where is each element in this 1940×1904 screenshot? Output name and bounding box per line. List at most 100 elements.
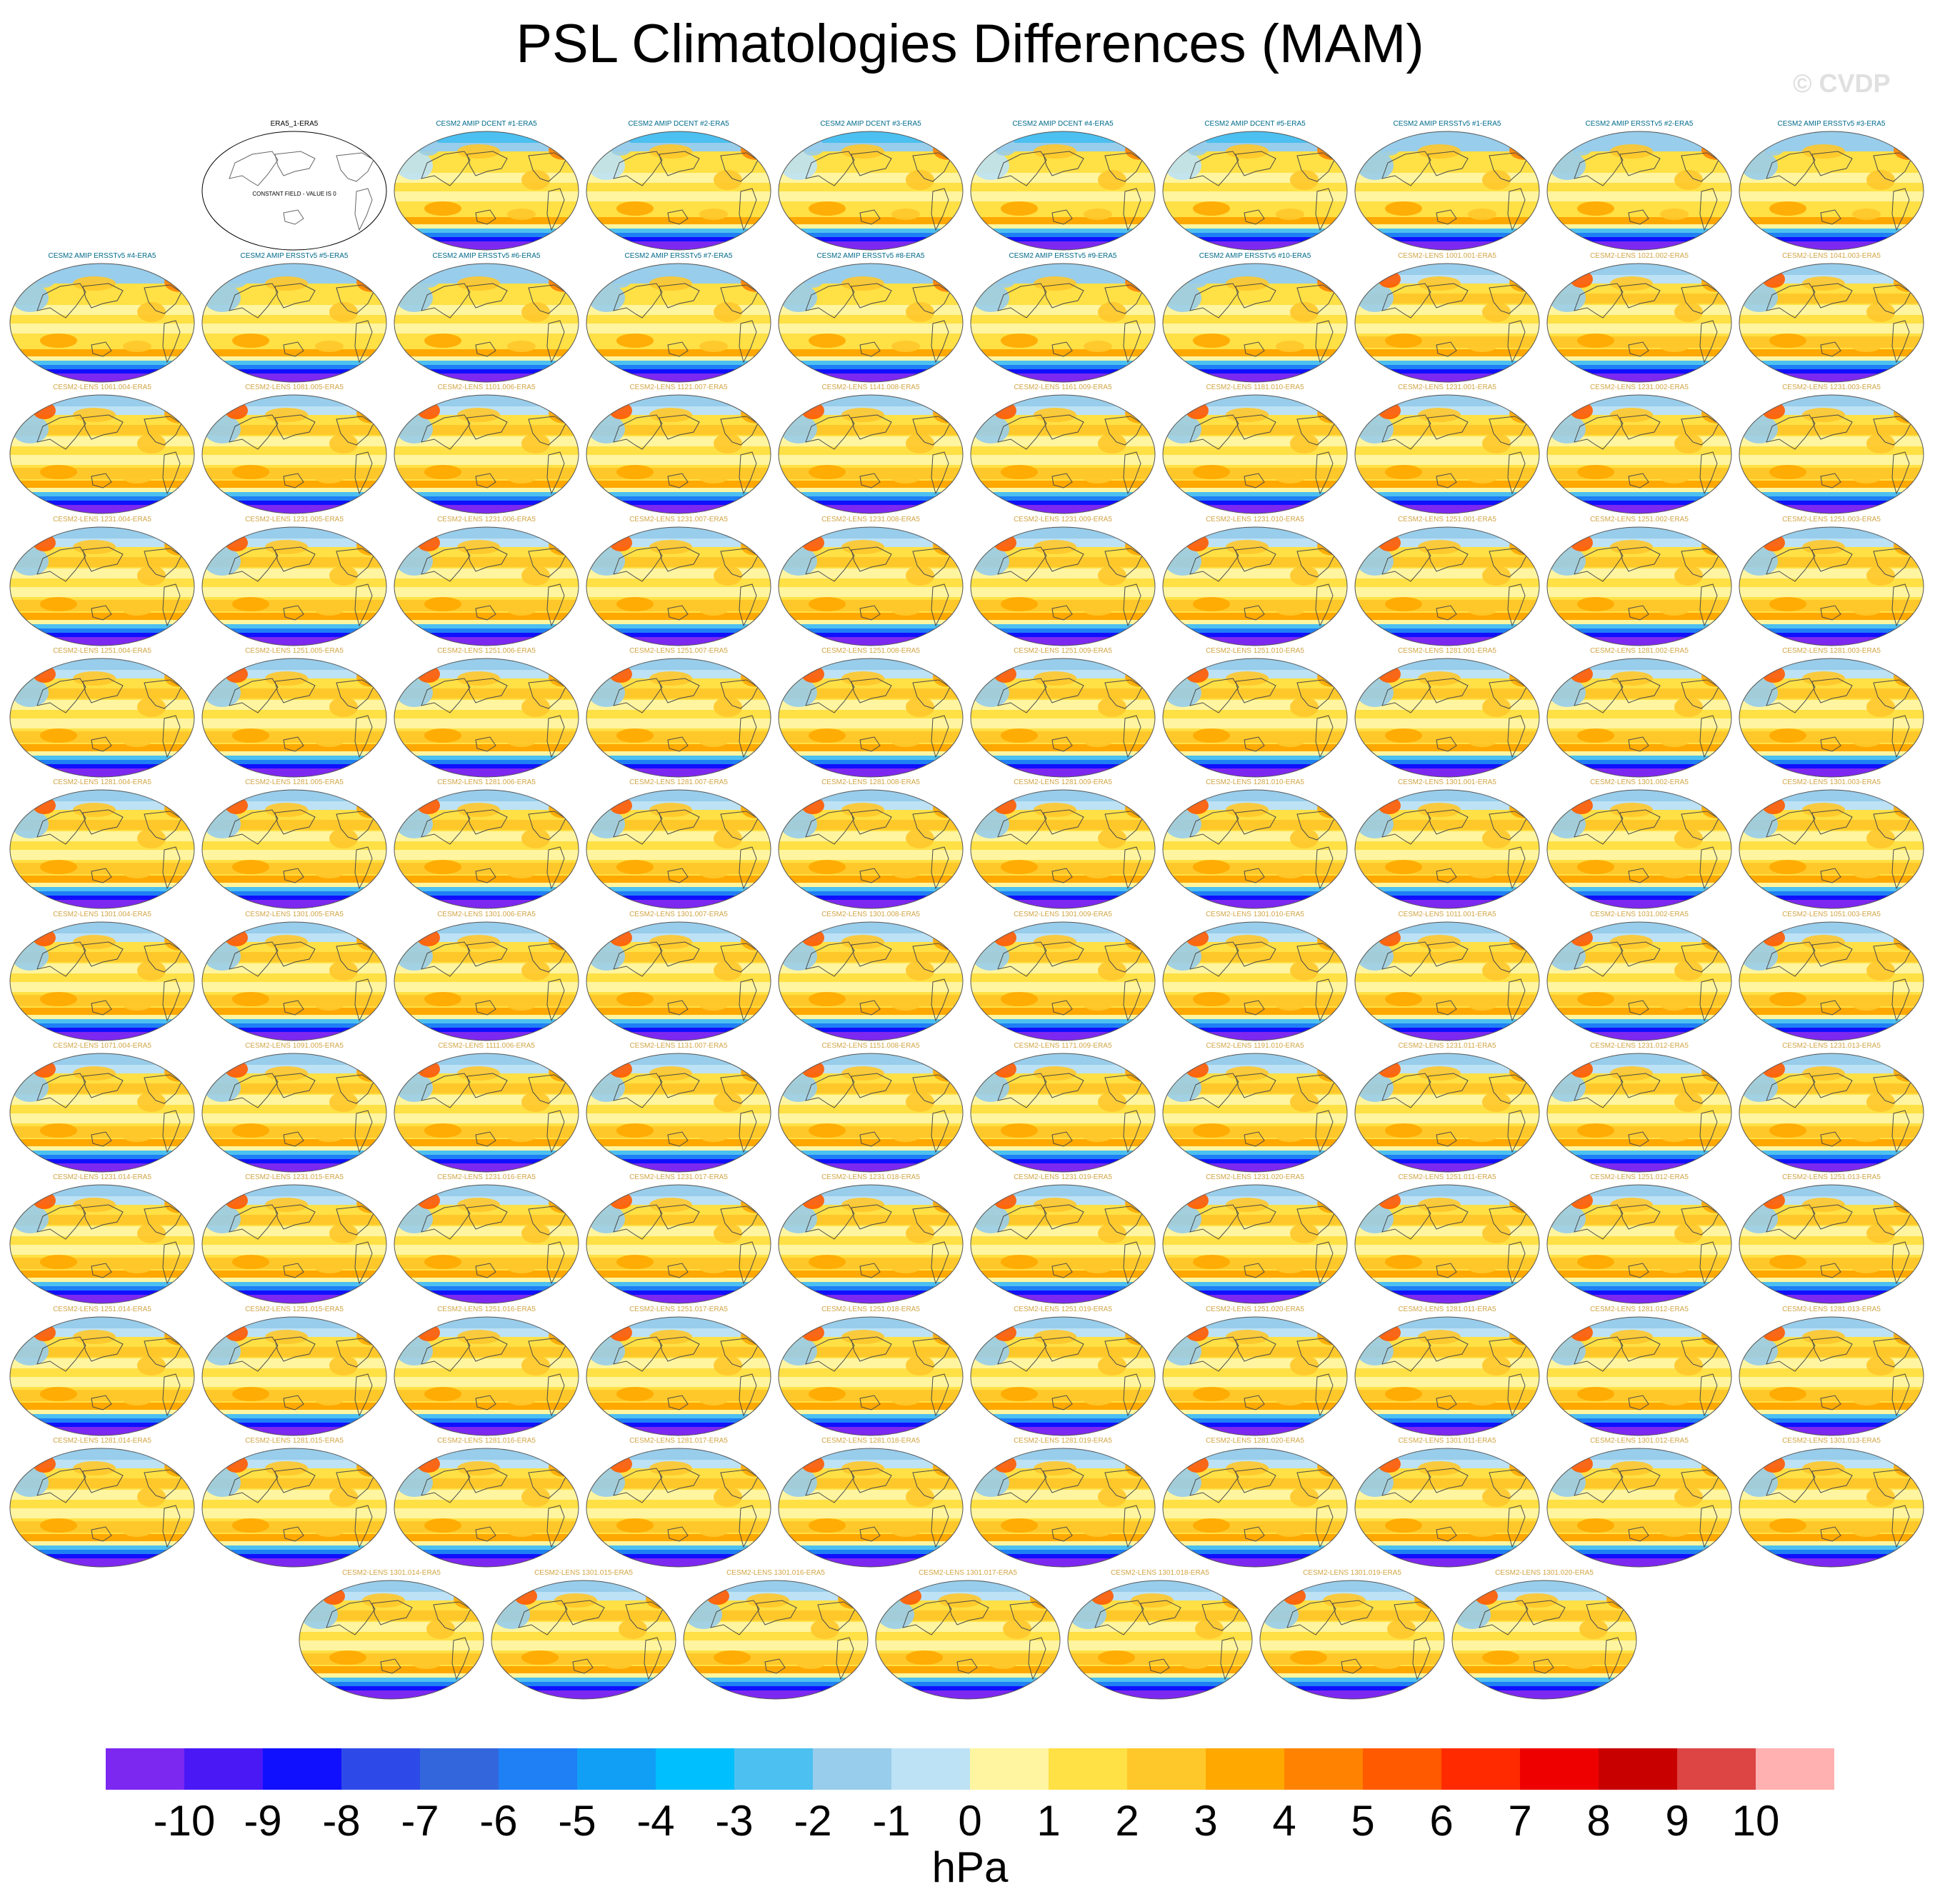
map-land-australia xyxy=(1820,473,1841,488)
map-band-8 xyxy=(586,624,771,628)
map-anomaly-3 xyxy=(649,1461,692,1475)
colorbar-units-label: hPa xyxy=(931,1843,1009,1891)
map-band-5 xyxy=(202,336,386,348)
map-land-south-america xyxy=(1123,846,1141,890)
panel-title: CESM2-LENS 1231.006-ERA5 xyxy=(437,516,536,523)
map-panel: ERA5_1-ERA5 CONSTANT FIELD - VALUE IS 0 xyxy=(201,120,388,253)
map-land-australia xyxy=(91,868,112,883)
map-band-8 xyxy=(202,1414,386,1418)
colorbar-tick-label: -10 xyxy=(153,1797,216,1845)
map-panel: CESM2-LENS 1281.010-ERA5 xyxy=(1161,778,1349,911)
map-band-5 xyxy=(394,468,579,479)
map-band-4 xyxy=(1355,982,1539,992)
map-band-7 xyxy=(202,1278,386,1282)
map-anomaly-6 xyxy=(507,341,536,352)
map-land-north-america xyxy=(1489,548,1527,578)
map-band-7 xyxy=(971,883,1155,887)
map-anomaly-5 xyxy=(1193,860,1230,874)
map-anomaly-5 xyxy=(1577,334,1614,348)
map-band-6 xyxy=(394,1534,579,1541)
map-band-9 xyxy=(1547,233,1731,237)
map-lens xyxy=(9,1448,195,1568)
map-band-7 xyxy=(1260,1673,1444,1678)
map-anomaly-6 xyxy=(1852,736,1881,747)
map-land-africa-eurasia-west xyxy=(805,546,855,582)
colorbar-swatch xyxy=(813,1748,892,1790)
map-band-7 xyxy=(10,751,194,756)
map-band-5 xyxy=(1547,1521,1731,1533)
map-anomaly-3 xyxy=(73,540,116,554)
map-band-9 xyxy=(684,1682,868,1686)
map-land-australia xyxy=(1149,1658,1170,1674)
map-band-7 xyxy=(10,1146,194,1151)
map-land-australia xyxy=(475,473,496,488)
map-band-9 xyxy=(1547,365,1731,369)
map-anomaly-6 xyxy=(1660,604,1689,616)
map-anomaly-1 xyxy=(396,1073,433,1102)
panel-title: CESM2-LENS 1281.016-ERA5 xyxy=(437,1437,536,1445)
colorbar-tick-labels: -10 -9 -8 -7 -6 -5 -4 -3 -2 -1 0 1 2 3 4 5 6 7 8 9 10 xyxy=(0,1796,1940,1846)
map-band-8 xyxy=(1739,1019,1924,1023)
map-anomaly-1 xyxy=(1741,810,1778,838)
map-band-7 xyxy=(1739,1410,1924,1414)
map-land-asia-east xyxy=(659,151,700,176)
map-anomaly-3 xyxy=(649,935,692,949)
panel-title: CESM2-LENS 1051.003-ERA5 xyxy=(1782,911,1881,918)
map-band-7 xyxy=(10,883,194,887)
map-band-5 xyxy=(586,1126,771,1138)
map-land-north-america xyxy=(1681,943,1719,973)
map-land-south-america xyxy=(739,188,757,231)
map-anomaly-1 xyxy=(588,1205,625,1233)
map-anomaly-4 xyxy=(521,828,550,848)
colorbar xyxy=(106,1748,1834,1790)
map-anomaly-5 xyxy=(424,992,461,1006)
map-band-9 xyxy=(1547,891,1731,896)
map-anomaly-3 xyxy=(841,540,884,554)
map-land-australia xyxy=(1341,1658,1362,1674)
panel-title: CESM2-LENS 1301.001-ERA5 xyxy=(1398,778,1496,786)
map-band-9 xyxy=(394,1418,579,1423)
map-panel: CESM2-LENS 1281.020-ERA5 xyxy=(1161,1437,1349,1570)
map-band-8 xyxy=(394,624,579,628)
map-band-10 xyxy=(971,1554,1155,1558)
map-land-south-america xyxy=(1507,715,1526,758)
map-anomaly-1 xyxy=(11,1468,49,1497)
map-anomaly-1 xyxy=(11,1205,49,1233)
map-band-10 xyxy=(202,896,386,900)
map-band-4 xyxy=(1547,718,1731,728)
map-band-9 xyxy=(394,628,579,633)
map-band-6 xyxy=(1547,1534,1731,1541)
map-anomaly-4 xyxy=(906,828,934,848)
map-land-south-america xyxy=(1315,451,1334,495)
map-anomaly-5 xyxy=(616,334,654,348)
map-land-australia xyxy=(667,1263,689,1278)
map-band-4 xyxy=(1739,455,1924,465)
map-panel: CESM2-LENS 1281.019-ERA5 xyxy=(969,1437,1156,1570)
map-land-africa-eurasia-west xyxy=(229,941,279,977)
map-anomaly-4 xyxy=(714,1223,742,1243)
map-band-6 xyxy=(1739,613,1924,620)
map-land-south-america xyxy=(931,1241,949,1285)
map-band-4 xyxy=(586,1113,771,1123)
map-anomaly-1 xyxy=(1164,678,1201,707)
map-anomaly-4 xyxy=(906,170,934,190)
map-band-4 xyxy=(1547,1377,1731,1387)
map-anomaly-3 xyxy=(1034,1461,1076,1475)
map-anomaly-6 xyxy=(1660,736,1689,747)
panel-title: CESM2-LENS 1301.019-ERA5 xyxy=(1303,1569,1401,1577)
map-outline-64 xyxy=(970,921,1156,1041)
map-anomaly-4 xyxy=(329,566,358,586)
map-land-africa-eurasia-west xyxy=(421,151,471,186)
map-band-8 xyxy=(394,361,579,365)
map-band-10 xyxy=(1739,896,1924,900)
map-anomaly-5 xyxy=(1769,597,1806,611)
map-outline-35 xyxy=(1162,526,1348,646)
map-band-6 xyxy=(1163,1534,1347,1541)
panel-title: CESM2-LENS 1251.020-ERA5 xyxy=(1206,1306,1304,1313)
map-anomaly-4 xyxy=(137,1092,166,1112)
colorbar-swatch xyxy=(891,1748,971,1790)
map-band-10 xyxy=(1163,764,1347,768)
map-anomaly-6 xyxy=(1084,472,1112,483)
panel-title: CESM2-LENS 1251.016-ERA5 xyxy=(437,1306,536,1313)
map-anomaly-1 xyxy=(396,942,433,971)
